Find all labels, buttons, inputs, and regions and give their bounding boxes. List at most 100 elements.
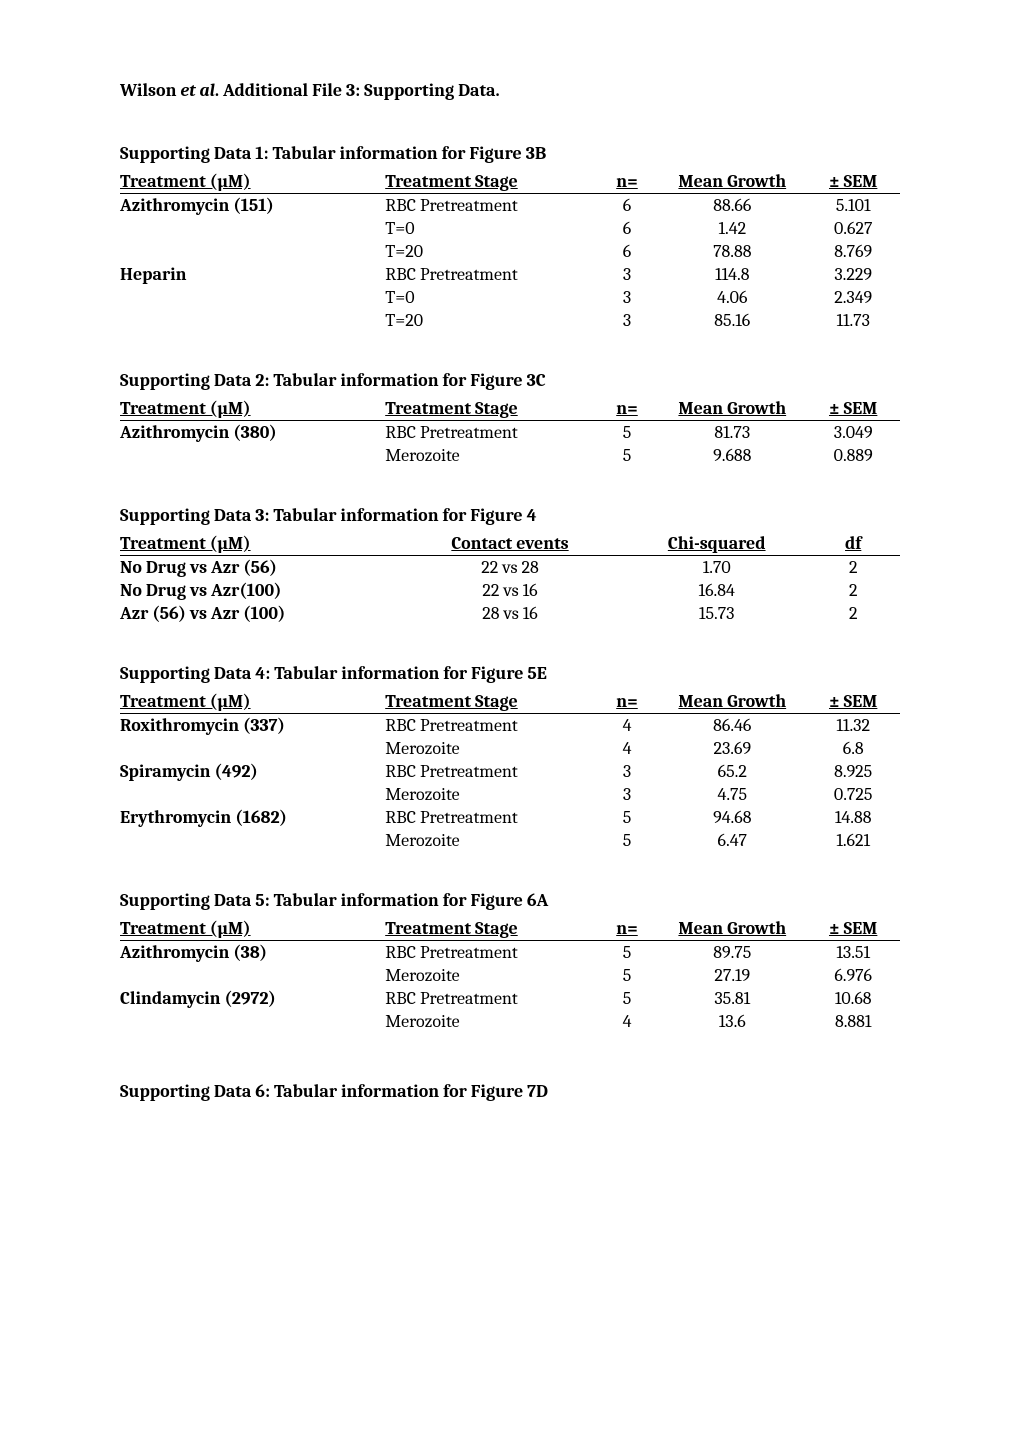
cell-stage: Merozoite: [385, 737, 596, 760]
cell-n: 5: [596, 444, 658, 467]
table-row: HeparinRBC Pretreatment3114.83.229: [120, 263, 900, 286]
cell-stage: RBC Pretreatment: [385, 987, 596, 1010]
cell-sem: 8.881: [806, 1010, 900, 1033]
th-sem: ± SEM: [806, 170, 900, 194]
cell-n: 6: [596, 194, 658, 218]
cell-treatment: [120, 309, 385, 332]
cell-stage: Merozoite: [385, 783, 596, 806]
cell-treatment: [120, 829, 385, 852]
cell-sem: 11.32: [806, 714, 900, 738]
table-row: Merozoite59.6880.889: [120, 444, 900, 467]
document-title: Wilson et al. Additional File 3: Support…: [120, 80, 900, 101]
tbody-3: No Drug vs Azr (56)22 vs 281.702No Drug …: [120, 556, 900, 626]
tbody-2: Azithromycin (380)RBC Pretreatment581.73…: [120, 421, 900, 468]
cell-n: 5: [596, 829, 658, 852]
section-title-4: Supporting Data 4: Tabular information f…: [120, 663, 900, 684]
th-mean: Mean Growth: [658, 690, 806, 714]
table-3: Treatment (µM) Contact events Chi-square…: [120, 532, 900, 625]
table-row: Azithromycin (38)RBC Pretreatment589.751…: [120, 941, 900, 965]
table-4: Treatment (µM) Treatment Stage n= Mean G…: [120, 690, 900, 852]
cell-mean: 114.8: [658, 263, 806, 286]
cell-treatment: Azr (56) vs Azr (100): [120, 602, 393, 625]
cell-mean: 88.66: [658, 194, 806, 218]
cell-sem: 5.101: [806, 194, 900, 218]
table-row: T=20385.1611.73: [120, 309, 900, 332]
cell-chi: 1.70: [627, 556, 806, 580]
cell-n: 3: [596, 783, 658, 806]
cell-sem: 1.621: [806, 829, 900, 852]
th-sem: ± SEM: [806, 397, 900, 421]
cell-treatment: Azithromycin (380): [120, 421, 385, 445]
cell-treatment: [120, 240, 385, 263]
cell-n: 3: [596, 760, 658, 783]
table-row: Roxithromycin (337)RBC Pretreatment486.4…: [120, 714, 900, 738]
tbody-4: Roxithromycin (337)RBC Pretreatment486.4…: [120, 714, 900, 853]
cell-stage: T=20: [385, 240, 596, 263]
cell-n: 5: [596, 964, 658, 987]
th-n: n=: [596, 917, 658, 941]
cell-n: 6: [596, 240, 658, 263]
cell-df: 2: [806, 579, 900, 602]
cell-sem: 3.049: [806, 421, 900, 445]
table-row: Merozoite413.68.881: [120, 1010, 900, 1033]
cell-df: 2: [806, 602, 900, 625]
cell-sem: 11.73: [806, 309, 900, 332]
title-prefix: Wilson: [120, 80, 180, 101]
cell-treatment: No Drug vs Azr(100): [120, 579, 393, 602]
cell-treatment: Azithromycin (151): [120, 194, 385, 218]
section-title-3: Supporting Data 3: Tabular information f…: [120, 505, 900, 526]
cell-sem: 6.976: [806, 964, 900, 987]
cell-treatment: Roxithromycin (337): [120, 714, 385, 738]
cell-mean: 23.69: [658, 737, 806, 760]
cell-stage: RBC Pretreatment: [385, 760, 596, 783]
table-row: T=20678.888.769: [120, 240, 900, 263]
cell-treatment: [120, 286, 385, 309]
table-row: Spiramycin (492)RBC Pretreatment365.28.9…: [120, 760, 900, 783]
th-sem: ± SEM: [806, 917, 900, 941]
cell-mean: 78.88: [658, 240, 806, 263]
table-row: No Drug vs Azr (56)22 vs 281.702: [120, 556, 900, 580]
table-row: Clindamycin (2972)RBC Pretreatment535.81…: [120, 987, 900, 1010]
cell-treatment: [120, 783, 385, 806]
cell-mean: 65.2: [658, 760, 806, 783]
th-events: Contact events: [393, 532, 627, 556]
cell-n: 4: [596, 1010, 658, 1033]
cell-treatment: [120, 964, 385, 987]
cell-events: 22 vs 16: [393, 579, 627, 602]
cell-mean: 4.06: [658, 286, 806, 309]
cell-mean: 85.16: [658, 309, 806, 332]
cell-stage: RBC Pretreatment: [385, 194, 596, 218]
cell-sem: 0.627: [806, 217, 900, 240]
table-row: Azr (56) vs Azr (100)28 vs 1615.732: [120, 602, 900, 625]
cell-chi: 16.84: [627, 579, 806, 602]
cell-treatment: Spiramycin (492): [120, 760, 385, 783]
th-chi: Chi-squared: [627, 532, 806, 556]
cell-mean: 27.19: [658, 964, 806, 987]
section-title-5: Supporting Data 5: Tabular information f…: [120, 890, 900, 911]
title-italic: et al: [180, 80, 214, 101]
cell-treatment: [120, 1010, 385, 1033]
cell-stage: RBC Pretreatment: [385, 714, 596, 738]
th-treatment: Treatment (µM): [120, 170, 385, 194]
table-row: T=034.062.349: [120, 286, 900, 309]
cell-mean: 13.6: [658, 1010, 806, 1033]
cell-treatment: Clindamycin (2972): [120, 987, 385, 1010]
cell-stage: T=0: [385, 217, 596, 240]
cell-treatment: Azithromycin (38): [120, 941, 385, 965]
table-row: Azithromycin (380)RBC Pretreatment581.73…: [120, 421, 900, 445]
table-row: Merozoite34.750.725: [120, 783, 900, 806]
table-2: Treatment (µM) Treatment Stage n= Mean G…: [120, 397, 900, 467]
th-stage: Treatment Stage: [385, 397, 596, 421]
table-row: T=061.420.627: [120, 217, 900, 240]
th-n: n=: [596, 170, 658, 194]
cell-sem: 8.769: [806, 240, 900, 263]
th-treatment: Treatment (µM): [120, 917, 385, 941]
cell-n: 3: [596, 309, 658, 332]
title-suffix: . Additional File 3: Supporting Data.: [215, 80, 500, 101]
cell-treatment: Erythromycin (1682): [120, 806, 385, 829]
cell-n: 5: [596, 806, 658, 829]
cell-n: 3: [596, 286, 658, 309]
table-row: Merozoite423.696.8: [120, 737, 900, 760]
th-df: df: [806, 532, 900, 556]
cell-sem: 6.8: [806, 737, 900, 760]
